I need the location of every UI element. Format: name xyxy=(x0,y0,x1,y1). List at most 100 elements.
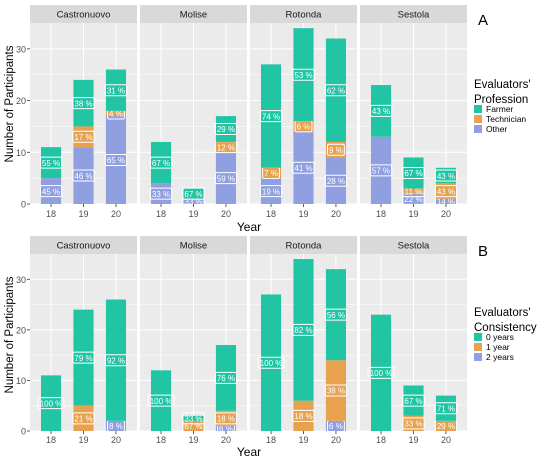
y-axis-title: Number of Participants xyxy=(4,276,16,393)
data-label-box xyxy=(324,174,348,187)
x-tick-label: 20 xyxy=(331,209,341,219)
legend-swatch xyxy=(474,333,482,341)
data-label: 11 % xyxy=(405,187,423,196)
facet-strip-label: Sestola xyxy=(398,241,430,252)
facet-strip-label: Castronuovo xyxy=(57,10,111,21)
data-label-box xyxy=(72,130,95,143)
data-label-box xyxy=(104,354,128,367)
data-label: 67 % xyxy=(404,397,422,406)
data-label-box xyxy=(149,156,173,169)
x-tick-label: 20 xyxy=(221,435,231,445)
data-label: 33 % xyxy=(184,415,202,424)
data-label-box xyxy=(214,371,238,384)
bar-segment-other xyxy=(403,193,424,204)
y-tick-label: 10 xyxy=(16,376,26,386)
x-tick-label: 20 xyxy=(111,435,121,445)
data-label: 100 % xyxy=(150,397,173,406)
data-label: 33 % xyxy=(404,420,422,429)
legend-swatch xyxy=(474,115,482,123)
x-tick-label: 20 xyxy=(111,209,121,219)
bar-segment-farmer xyxy=(325,38,347,142)
data-label: 62 % xyxy=(327,86,345,95)
bar-segment-technician xyxy=(403,188,424,194)
x-tick-label: 18 xyxy=(156,435,166,445)
y-tick-label: 20 xyxy=(16,96,26,106)
bar-segment-0-years xyxy=(40,375,62,431)
x-tick-label: 18 xyxy=(266,435,276,445)
bar-segment-1-year xyxy=(325,360,347,421)
data-label-box xyxy=(147,394,175,407)
legend-title: Consistency xyxy=(474,322,537,334)
data-label: 28 % xyxy=(327,177,345,186)
data-label-box xyxy=(367,366,395,379)
data-label-box xyxy=(324,308,348,321)
bar-segment-farmer xyxy=(215,116,237,142)
facet-strip-label: Sestola xyxy=(398,10,430,21)
data-label: 57 % xyxy=(372,167,390,176)
legend-entry-label: Other xyxy=(486,124,507,134)
data-label-box xyxy=(292,161,315,174)
facet-strip-label: Castronuovo xyxy=(57,241,111,252)
bar-segment-1-year xyxy=(73,405,94,431)
data-label: 6 % xyxy=(219,425,233,434)
data-label: 67 % xyxy=(184,190,202,199)
bar-segment-0-years xyxy=(325,269,347,361)
x-tick-label: 19 xyxy=(298,209,308,219)
facet-strip xyxy=(30,5,137,23)
legend-title: Profession xyxy=(474,94,528,106)
data-label: 8 % xyxy=(109,422,123,431)
bar-segment-0-years xyxy=(105,299,127,421)
data-label: 55 % xyxy=(42,159,60,168)
legend-entry-label: Technician xyxy=(486,114,526,124)
data-label: 100 % xyxy=(370,369,393,378)
data-label-box xyxy=(434,185,458,198)
bar-segment-1-year xyxy=(403,415,424,431)
data-label: 33 % xyxy=(152,190,170,199)
facet-strip xyxy=(360,5,467,23)
data-label-box xyxy=(259,185,283,198)
data-label-box xyxy=(72,351,95,364)
data-label-box xyxy=(39,156,63,169)
data-label: 6 % xyxy=(297,123,311,132)
bar-segment-farmer xyxy=(150,141,172,184)
y-tick-label: 10 xyxy=(16,148,26,158)
data-label-box xyxy=(327,143,345,156)
facet-strip-label: Molise xyxy=(180,241,207,252)
data-label-box xyxy=(402,166,425,179)
bar-segment-farmer xyxy=(293,28,314,122)
bar-segment-1-year xyxy=(215,410,237,426)
data-label-box xyxy=(402,417,425,430)
facet-strip-label: Rotonda xyxy=(286,10,323,21)
data-label-box xyxy=(182,187,205,200)
x-tick-label: 19 xyxy=(298,435,308,445)
bar-segment-farmer xyxy=(403,157,424,189)
data-label-box xyxy=(214,123,238,136)
bar-segment-0-years xyxy=(370,314,392,431)
legend-swatch xyxy=(474,353,482,361)
data-label: 41 % xyxy=(294,164,312,173)
data-label-box xyxy=(182,412,205,425)
data-label: 22 % xyxy=(404,195,422,204)
data-label: 9 % xyxy=(329,146,343,155)
data-label-box xyxy=(214,172,238,185)
data-label: 38 % xyxy=(74,99,92,108)
legend-entry-label: Farmer xyxy=(486,104,514,114)
x-tick-label: 19 xyxy=(408,435,418,445)
x-tick-label: 18 xyxy=(156,209,166,219)
bar-segment-2-years xyxy=(325,420,347,431)
data-label: 18 % xyxy=(217,415,235,424)
data-label-box xyxy=(434,169,458,182)
panel-letter: B xyxy=(478,243,488,260)
data-label: 14 % xyxy=(437,198,455,207)
data-label-box xyxy=(72,169,95,182)
bar-segment-1-year xyxy=(435,420,457,431)
facet-strip-label: Molise xyxy=(180,10,207,21)
facet-strip xyxy=(140,5,247,23)
x-tick-label: 18 xyxy=(46,435,56,445)
bar-segment-other xyxy=(215,152,237,204)
data-label-box xyxy=(324,384,348,397)
facet-strip xyxy=(140,236,247,254)
data-label: 4 % xyxy=(109,110,123,119)
data-label: 6 % xyxy=(329,422,343,431)
